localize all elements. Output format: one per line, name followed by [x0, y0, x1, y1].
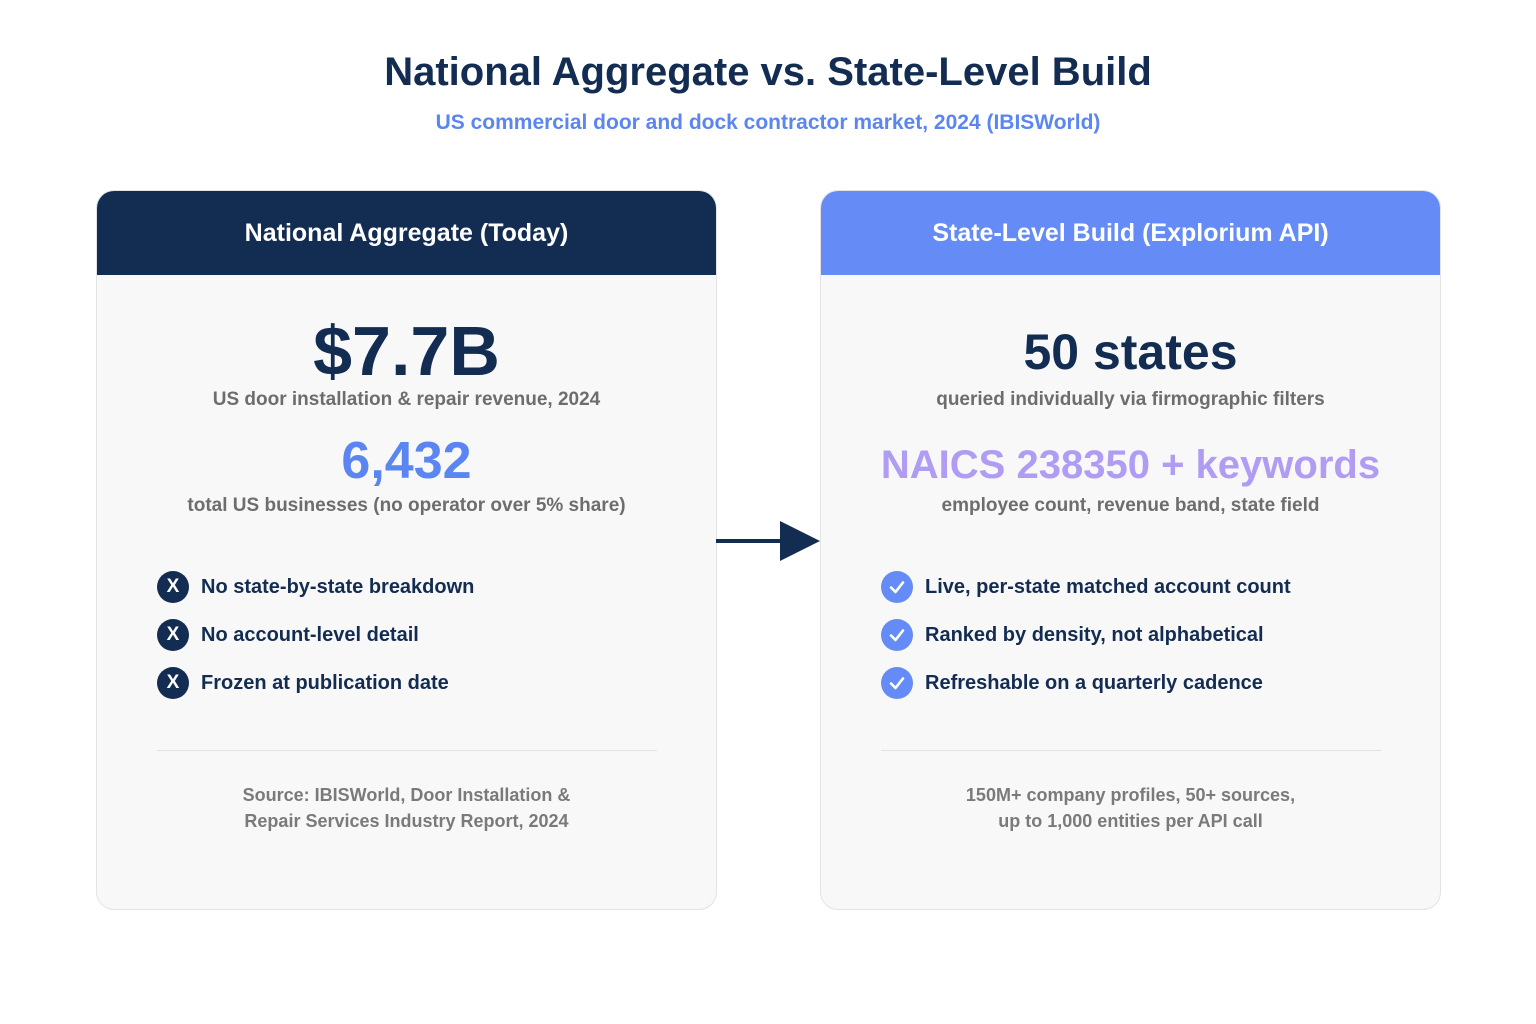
revenue-metric: $7.7B	[313, 312, 500, 390]
check-circle-icon	[881, 619, 913, 651]
list-item-label: Refreshable on a quarterly cadence	[925, 671, 1263, 694]
arrow-right-icon	[716, 521, 820, 561]
x-circle-icon: X	[157, 619, 189, 651]
national-aggregate-card: National Aggregate (Today) $7.7B US door…	[96, 190, 717, 910]
footnote-line: Repair Services Industry Report, 2024	[244, 811, 569, 831]
divider	[157, 750, 657, 751]
page-subtitle: US commercial door and dock contractor m…	[435, 111, 1101, 134]
state-level-build-header: State-Level Build (Explorium API)	[821, 191, 1440, 275]
business-count-caption: total US businesses (no operator over 5%…	[187, 495, 626, 516]
page-title: National Aggregate vs. State-Level Build	[384, 50, 1152, 94]
naics-caption: employee count, revenue band, state fiel…	[941, 495, 1320, 516]
api-footnote: 150M+ company profiles, 50+ sources, up …	[821, 782, 1440, 834]
check-circle-icon	[881, 571, 913, 603]
list-item: X No account-level detail	[157, 619, 474, 651]
national-aggregate-header: National Aggregate (Today)	[97, 191, 716, 275]
list-item-label: Ranked by density, not alphabetical	[925, 623, 1264, 646]
list-item: Live, per-state matched account count	[881, 571, 1291, 603]
list-item: X No state-by-state breakdown	[157, 571, 474, 603]
list-item-label: No state-by-state breakdown	[201, 575, 475, 598]
list-item: Refreshable on a quarterly cadence	[881, 667, 1291, 699]
naics-metric: NAICS 238350 + keywords	[880, 443, 1381, 487]
check-circle-icon	[881, 667, 913, 699]
states-metric: 50 states	[1023, 324, 1238, 380]
footnote-line: 150M+ company profiles, 50+ sources,	[965, 785, 1296, 805]
list-item-label: Frozen at publication date	[201, 671, 449, 694]
business-count-metric: 6,432	[341, 432, 472, 490]
state-level-build-card: State-Level Build (Explorium API) 50 sta…	[820, 190, 1441, 910]
limitations-list: X No state-by-state breakdown X No accou…	[157, 571, 474, 715]
list-item: Ranked by density, not alphabetical	[881, 619, 1291, 651]
x-circle-icon: X	[157, 571, 189, 603]
list-item-label: Live, per-state matched account count	[925, 575, 1291, 598]
revenue-caption: US door installation & repair revenue, 2…	[212, 389, 601, 410]
footnote-line: Source: IBISWorld, Door Installation &	[242, 785, 571, 805]
list-item-label: No account-level detail	[201, 623, 419, 646]
footnote-line: up to 1,000 entities per API call	[998, 811, 1263, 831]
source-footnote: Source: IBISWorld, Door Installation & R…	[97, 782, 716, 834]
list-item: X Frozen at publication date	[157, 667, 474, 699]
x-circle-icon: X	[157, 667, 189, 699]
divider	[881, 750, 1381, 751]
capabilities-list: Live, per-state matched account count Ra…	[881, 571, 1291, 715]
states-caption: queried individually via firmographic fi…	[936, 389, 1325, 410]
